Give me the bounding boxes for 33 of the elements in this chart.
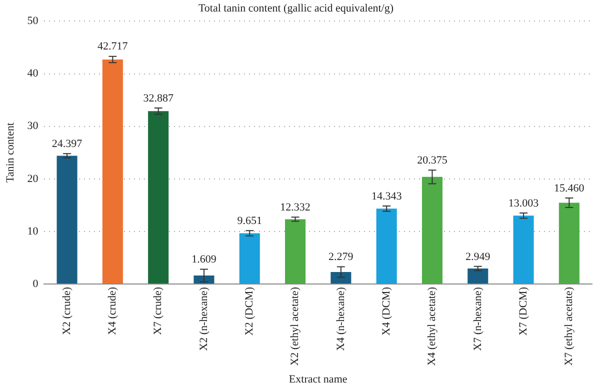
x-tick-label: X4 (DCM) (380, 286, 392, 336)
x-tick-label: X2 (DCM) (244, 286, 256, 336)
x-tick-label: X7 (DCM) (517, 286, 530, 336)
x-tick-label: X4 (ethyl acetate) (426, 286, 438, 366)
x-tick-label: X7 (ethyl acetate) (563, 286, 576, 366)
x-tick-label: X2 (crude) (60, 286, 73, 335)
x-tick-label: X7 (crude) (152, 286, 164, 335)
data-label: 2.949 (466, 250, 491, 263)
y-tick-label: 30 (27, 120, 39, 132)
y-tick-label: 20 (27, 172, 39, 185)
data-label: 24.397 (52, 138, 83, 150)
y-tick-label: 50 (27, 15, 39, 28)
y-tick-label: 0 (32, 278, 39, 290)
x-tick-label: X4 (n-hexane) (334, 286, 347, 351)
chart-title: Total tanin content (gallic acid equivalent/g) (198, 2, 394, 14)
x-tick-label: X4 (crude) (106, 286, 119, 335)
data-label: 42.717 (98, 40, 128, 53)
x-axis-title: Extract name (288, 373, 348, 386)
data-label: 20.375 (417, 154, 448, 166)
data-label: 12.332 (280, 201, 310, 214)
x-tick-label: X7 (n-hexane) (472, 286, 484, 351)
y-tick-label: 40 (27, 68, 39, 80)
data-label: 9.651 (237, 215, 262, 228)
x-tick-label: X2 (ethyl acetate) (289, 286, 302, 366)
y-tick-label: 10 (27, 225, 39, 238)
data-label: 1.609 (192, 254, 217, 266)
data-label: 2.279 (328, 251, 354, 264)
data-label: 32.887 (143, 92, 174, 104)
y-axis-title: Tanin content (4, 122, 16, 183)
data-label: 14.343 (371, 190, 402, 202)
data-label: 13.003 (508, 197, 540, 210)
x-tick-label: X2 (n-hexane) (198, 286, 210, 351)
data-label: 15.460 (554, 182, 585, 194)
